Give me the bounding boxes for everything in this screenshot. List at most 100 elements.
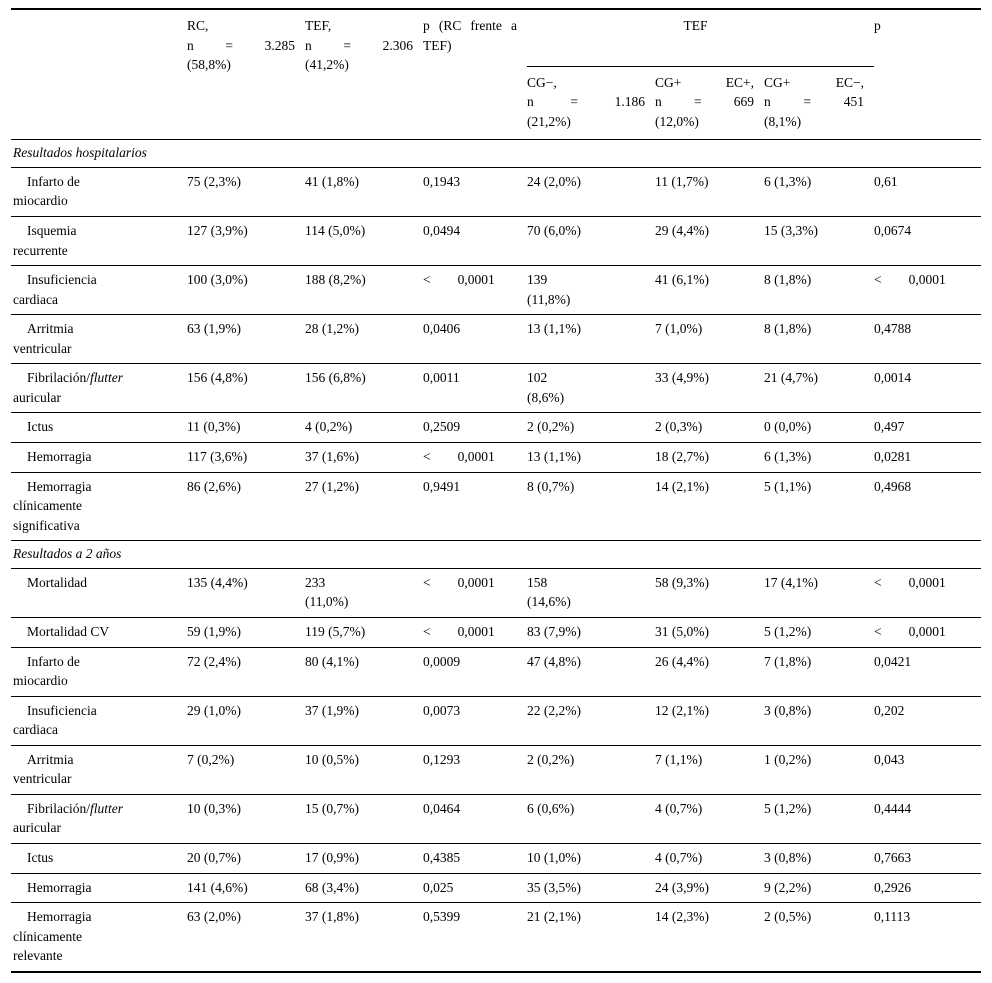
value-cell: 14 (2,1%) <box>655 478 709 494</box>
value-cell: 158 (14,6%) <box>527 574 571 610</box>
value-cell: 59 (1,9%) <box>187 623 241 639</box>
table-header: RC, n = 3.285 (58,8%) TEF, n = 2.306 (41… <box>11 9 982 140</box>
value-cell: 10 (0,3%) <box>187 800 241 816</box>
header-cg-pos-ec-neg: CG+ EC−, n = 451 (8,1%) <box>764 74 865 129</box>
value-cell: 17 (4,1%) <box>764 574 818 590</box>
value-cell: 4 (0,7%) <box>655 850 703 865</box>
value-cell: 12 (2,1%) <box>655 702 709 718</box>
value-cell: 41 (6,1%) <box>655 272 709 288</box>
value-cell: 31 (5,0%) <box>655 623 709 639</box>
value-cell: 114 (5,0%) <box>305 222 366 238</box>
value-cell: 7 (1,8%) <box>764 653 812 669</box>
value-cell: 0,0464 <box>423 800 461 816</box>
table-row: Isquemia recurrente 127 (3,9%) 114 (5,0%) 0… <box>11 216 982 266</box>
value-cell: 14 (2,3%) <box>655 909 709 925</box>
value-cell: < 0,0001 <box>874 574 946 590</box>
value-cell: 8 (0,7%) <box>527 478 575 494</box>
value-cell: 0,4385 <box>423 850 461 865</box>
section-title: Resultados a 2 años <box>13 546 122 562</box>
value-cell: 0,497 <box>874 419 905 435</box>
row-label: Insuficiencia cardiaca <box>13 272 97 307</box>
value-cell: 0,0494 <box>423 222 461 238</box>
value-cell: 15 (0,7%) <box>305 800 359 816</box>
value-cell: 0,0421 <box>874 653 912 669</box>
table-row: Infarto de miocardio 75 (2,3%) 41 (1,8%) 0,… <box>11 167 982 217</box>
value-cell: 13 (1,1%) <box>527 449 581 464</box>
value-cell: 72 (2,4%) <box>187 653 241 669</box>
value-cell: 1 (0,2%) <box>764 751 812 767</box>
value-cell: 58 (9,3%) <box>655 574 709 590</box>
row-label: Hemorragia <box>27 879 92 895</box>
row-label: Insuficiencia cardiaca <box>13 702 97 738</box>
value-cell: 0,0011 <box>423 370 460 386</box>
value-cell: 0,7663 <box>874 850 912 865</box>
value-cell: 156 (6,8%) <box>305 370 366 386</box>
value-cell: 8 (1,8%) <box>764 272 812 288</box>
value-cell: 10 (0,5%) <box>305 751 359 767</box>
value-cell: 11 (0,3%) <box>187 419 241 435</box>
value-cell: 7 (1,0%) <box>655 321 703 337</box>
value-cell: 8 (1,8%) <box>764 321 812 337</box>
value-cell: 24 (3,9%) <box>655 879 709 895</box>
section-row: Resultados hospitalarios <box>11 140 982 168</box>
header-p-rc-vs-tef: p (RC frente a TEF) <box>423 18 517 53</box>
value-cell: 0,4788 <box>874 321 912 337</box>
row-label: Ictus <box>27 419 54 435</box>
value-cell: 4 (0,2%) <box>305 419 353 435</box>
value-cell: 7 (1,1%) <box>655 751 703 767</box>
value-cell: 102 (8,6%) <box>527 370 565 405</box>
table-row: Insuficiencia cardiaca 100 (3,0%) 188 (8,2… <box>11 266 982 315</box>
value-cell: 2 (0,2%) <box>527 419 575 435</box>
row-label: Infarto de miocardio <box>13 173 80 209</box>
value-cell: 41 (1,8%) <box>305 173 359 189</box>
table-row: Infarto de miocardio 72 (2,4%) 80 (4,1%) 0,… <box>11 647 982 697</box>
value-cell: 141 (4,6%) <box>187 879 248 895</box>
value-cell: 13 (1,1%) <box>527 321 581 337</box>
value-cell: 0,1113 <box>874 909 911 925</box>
value-cell: 26 (4,4%) <box>655 653 709 669</box>
value-cell: < 0,0001 <box>423 574 495 590</box>
header-cg-neg: CG−, n = 1.186 (21,2%) <box>527 74 645 129</box>
value-cell: 86 (2,6%) <box>187 478 241 494</box>
row-label: Fibrilación/flutter auricular <box>13 370 123 405</box>
value-cell: 63 (1,9%) <box>187 321 241 337</box>
value-cell: 5 (1,1%) <box>764 478 812 494</box>
value-cell: 6 (0,6%) <box>527 800 575 816</box>
value-cell: 33 (4,9%) <box>655 370 709 386</box>
value-cell: 5 (1,2%) <box>764 623 812 639</box>
table-row: Ictus 20 (0,7%) 17 (0,9%) 0,4385 10 (1,0%) 4 … <box>11 844 982 874</box>
value-cell: 135 (4,4%) <box>187 574 248 590</box>
value-cell: 80 (4,1%) <box>305 653 359 669</box>
value-cell: 0,5399 <box>423 909 461 925</box>
table-row: Hemorragia clínicamente significativa 86 … <box>11 472 982 541</box>
value-cell: 0,61 <box>874 173 898 189</box>
value-cell: 11 (1,7%) <box>655 173 709 189</box>
value-cell: 139 (11,8%) <box>527 272 571 307</box>
value-cell: 2 (0,2%) <box>527 751 575 767</box>
row-label: Hemorragia <box>27 449 92 464</box>
value-cell: 68 (3,4%) <box>305 879 359 895</box>
value-cell: 0,9491 <box>423 478 461 494</box>
value-cell: 117 (3,6%) <box>187 449 248 464</box>
row-label: Mortalidad <box>27 574 87 590</box>
value-cell: 0,025 <box>423 879 454 895</box>
value-cell: 17 (0,9%) <box>305 850 359 865</box>
row-label: Isquemia recurrente <box>13 222 77 258</box>
value-cell: 47 (4,8%) <box>527 653 581 669</box>
row-label: Arritmia ventricular <box>13 321 74 356</box>
table-row: Hemorragia 117 (3,6%) 37 (1,6%) < 0,0001 13 … <box>11 443 982 473</box>
value-cell: 0,2926 <box>874 879 912 895</box>
value-cell: 2 (0,3%) <box>655 419 703 435</box>
header-row-2: CG−, n = 1.186 (21,2%) CG+ EC+, n = 669 … <box>11 66 981 140</box>
table-row: Arritmia ventricular 7 (0,2%) 10 (0,5%) 0,1… <box>11 745 982 795</box>
value-cell: 18 (2,7%) <box>655 449 709 464</box>
value-cell: 7 (0,2%) <box>187 751 235 767</box>
outcomes-table: RC, n = 3.285 (58,8%) TEF, n = 2.306 (41… <box>11 8 982 973</box>
value-cell: 0,1293 <box>423 751 461 767</box>
section-title: Resultados hospitalarios <box>13 145 147 161</box>
value-cell: 0,1943 <box>423 173 461 189</box>
header-tef: TEF, n = 2.306 (41,2%) <box>305 18 413 73</box>
value-cell: 0,4444 <box>874 800 912 816</box>
value-cell: 0 (0,0%) <box>764 419 812 435</box>
